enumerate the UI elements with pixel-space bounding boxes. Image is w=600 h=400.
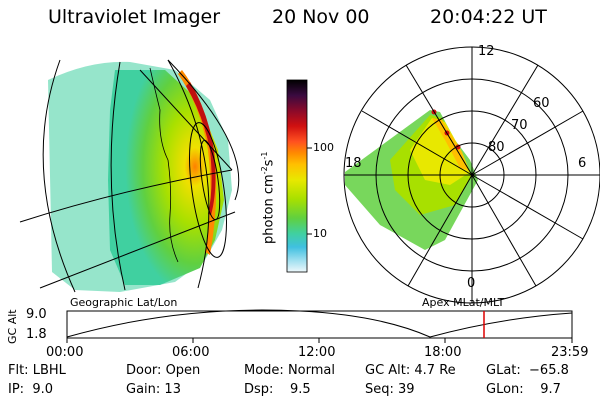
altitude-x-tick-label: 12:00 [298, 345, 336, 360]
polar-view-label: Apex MLat/MLT [422, 296, 505, 309]
geographic-grid [19, 59, 240, 293]
info-glon: GLon: 9.7 [486, 382, 561, 397]
coastline [149, 67, 179, 263]
polar-aurora-yellow [410, 118, 470, 185]
mlat-label-70: 70 [511, 118, 528, 133]
info-filter: Flt: LBHL [8, 363, 66, 378]
aurora-main [108, 70, 224, 285]
colorbar [286, 79, 308, 273]
mlat-label-80: 80 [488, 140, 505, 155]
polar-grid [343, 46, 600, 304]
aurora-oval-red [186, 82, 216, 215]
altitude-curve [66, 309, 573, 338]
polar-image [345, 109, 478, 250]
altitude-x-tick-label: 00:00 [46, 345, 84, 360]
altitude-y-tick: 9.0 [26, 307, 47, 322]
mlat-label-60: 60 [533, 96, 550, 111]
altitude-y-tick: 1.8 [26, 327, 47, 342]
info-seq: Seq: 39 [365, 382, 415, 397]
time-label: 20:04:22 UT [430, 6, 547, 28]
mlt-label-noon: 12 [478, 44, 495, 59]
info-mode: Mode: Normal [244, 363, 335, 378]
altitude-x-ticks [66, 338, 573, 343]
altitude-y-label: GC Alt [6, 309, 19, 344]
altitude-x-tick-label: 18:00 [424, 345, 462, 360]
info-gc-alt: GC Alt: 4.7 Re [365, 363, 456, 378]
info-ip: IP: 9.0 [8, 382, 54, 397]
geographic-view-label: Geographic Lat/Lon [70, 296, 178, 309]
info-glat: GLat: −65.8 [486, 363, 569, 378]
colorbar-tick-label: 10 [313, 227, 327, 240]
info-gain: Gain: 13 [126, 382, 181, 397]
colorbar-tick-label: 100 [313, 141, 334, 154]
mlt-label-dusk: 18 [345, 156, 362, 171]
mlt-label-midnight: 0 [467, 276, 476, 291]
info-door: Door: Open [126, 363, 201, 378]
instrument-title: Ultraviolet Imager [48, 6, 221, 28]
altitude-x-tick-label: 23:59 [551, 345, 589, 360]
mlt-label-dawn: 6 [578, 156, 587, 171]
colorbar-unit-label: photon cm-2s-1 [260, 151, 277, 244]
info-dsp: Dsp: 9.5 [244, 382, 311, 397]
geographic-image [19, 59, 240, 293]
polar-aurora-orange [432, 118, 468, 170]
date-label: 20 Nov 00 [272, 6, 370, 28]
altitude-plot-frame [66, 310, 573, 339]
altitude-x-tick-label: 06:00 [172, 345, 210, 360]
